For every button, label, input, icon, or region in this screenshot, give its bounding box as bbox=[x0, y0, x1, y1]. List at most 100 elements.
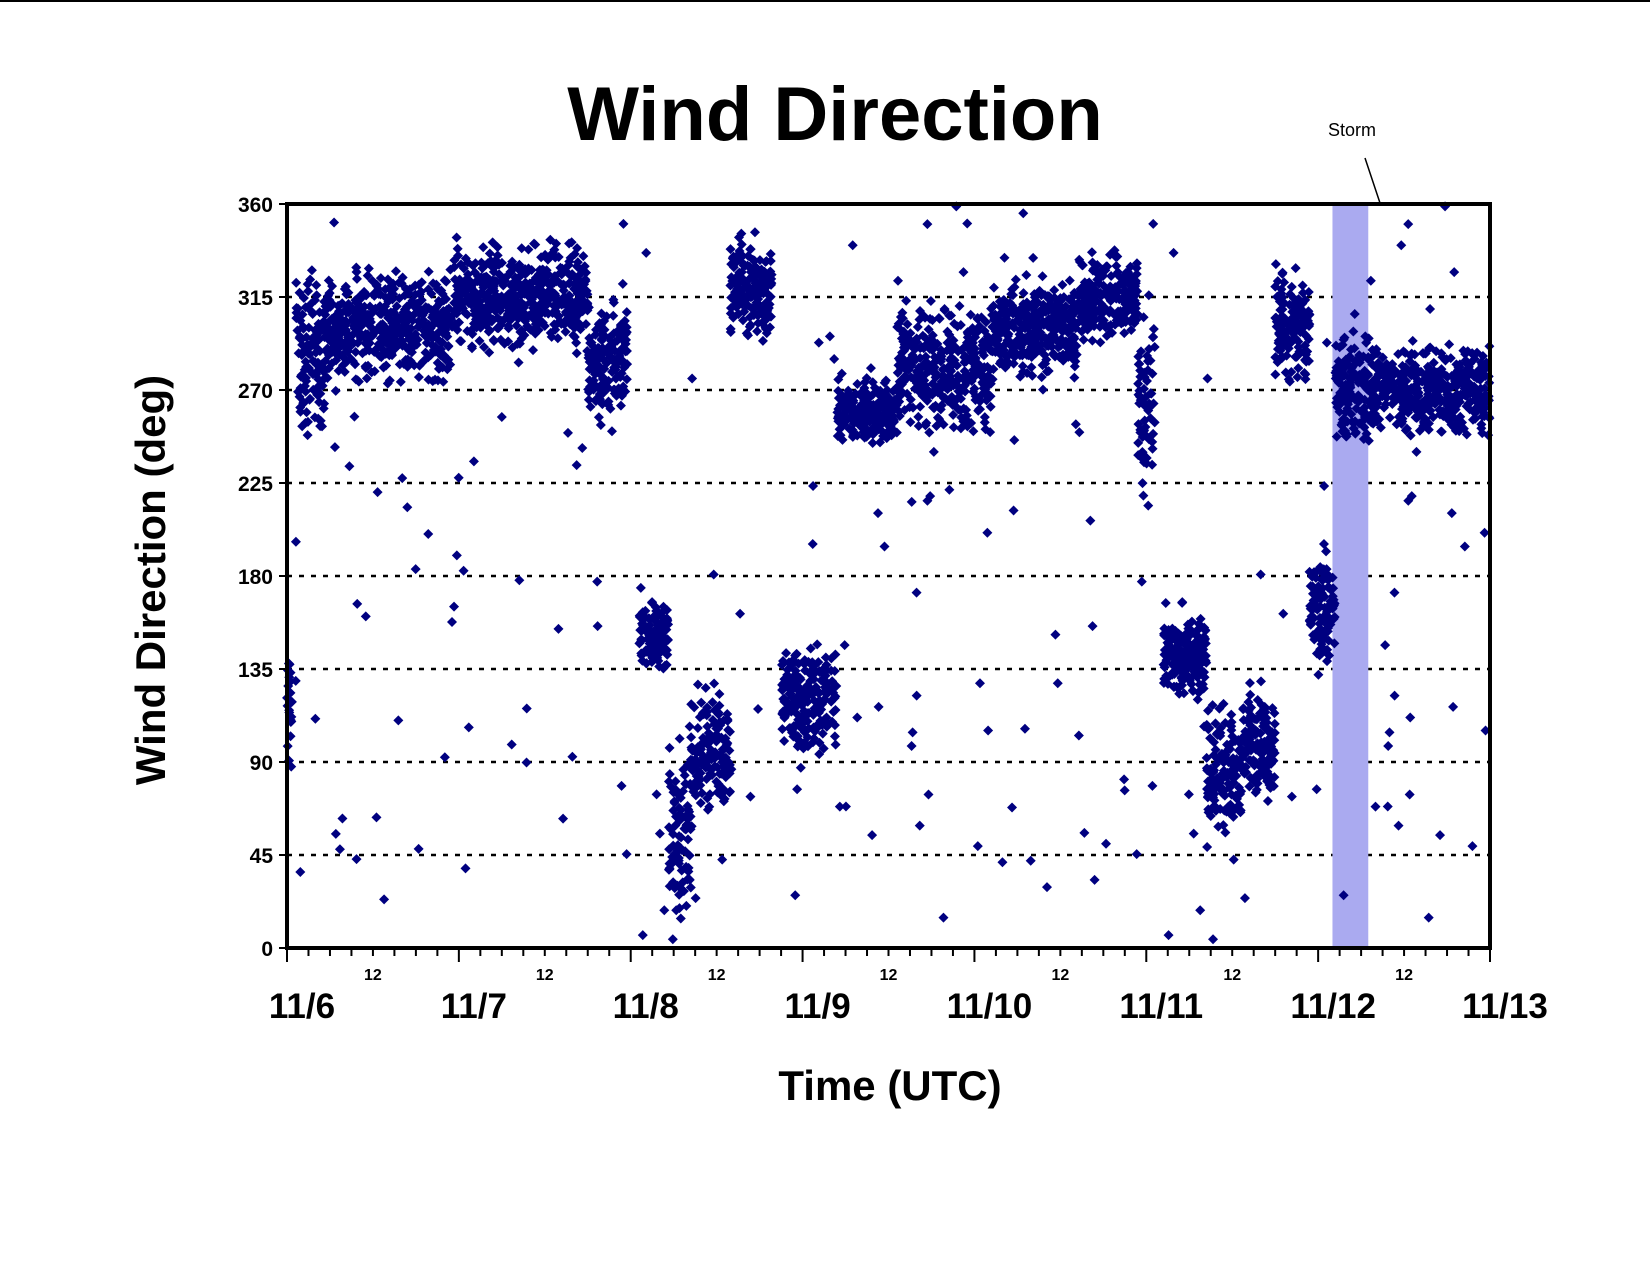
data-point bbox=[586, 337, 597, 348]
data-point bbox=[375, 273, 386, 284]
data-point bbox=[944, 329, 955, 340]
data-point bbox=[439, 752, 450, 763]
data-point bbox=[451, 232, 462, 243]
data-point bbox=[516, 333, 527, 344]
data-point bbox=[567, 751, 578, 762]
data-point bbox=[1026, 341, 1037, 352]
xtick-label-day: 11/12 bbox=[1290, 987, 1376, 1026]
data-point bbox=[592, 576, 603, 587]
data-point bbox=[608, 310, 619, 321]
data-point bbox=[914, 820, 925, 831]
data-point bbox=[413, 843, 424, 854]
data-point bbox=[435, 320, 446, 331]
data-point bbox=[513, 357, 524, 368]
data-point bbox=[1345, 372, 1356, 383]
data-point bbox=[290, 675, 301, 686]
data-point bbox=[1340, 407, 1351, 418]
data-point bbox=[1278, 299, 1289, 310]
data-point bbox=[509, 294, 520, 305]
data-point bbox=[911, 690, 922, 701]
data-point bbox=[479, 342, 490, 353]
data-point bbox=[1119, 785, 1130, 796]
data-point bbox=[300, 372, 311, 383]
data-point bbox=[352, 598, 363, 609]
storm-leader-line bbox=[1364, 157, 1381, 204]
data-point bbox=[591, 324, 602, 335]
data-point bbox=[598, 387, 609, 398]
data-point bbox=[778, 682, 789, 693]
data-point bbox=[1188, 686, 1199, 697]
data-point bbox=[550, 271, 561, 282]
data-point bbox=[621, 374, 632, 385]
data-point bbox=[662, 649, 673, 660]
data-point bbox=[985, 401, 996, 412]
data-point bbox=[1330, 340, 1341, 351]
data-point bbox=[935, 356, 946, 367]
data-point bbox=[1265, 772, 1276, 783]
data-point bbox=[592, 621, 603, 632]
data-point bbox=[735, 608, 746, 619]
data-point bbox=[884, 395, 895, 406]
data-point bbox=[337, 813, 348, 824]
data-point bbox=[873, 508, 884, 519]
data-point bbox=[979, 412, 990, 423]
data-point bbox=[1219, 785, 1230, 796]
data-point bbox=[666, 824, 677, 835]
data-point bbox=[761, 256, 772, 267]
data-point bbox=[391, 301, 402, 312]
data-point bbox=[500, 295, 511, 306]
data-point bbox=[1194, 679, 1205, 690]
data-point bbox=[467, 285, 478, 296]
xtick-label-12: 12 bbox=[364, 967, 382, 984]
data-point bbox=[1017, 350, 1028, 361]
data-point bbox=[325, 344, 336, 355]
data-point bbox=[1373, 357, 1384, 368]
data-point bbox=[1201, 752, 1212, 763]
data-points bbox=[282, 201, 1495, 945]
data-point bbox=[1318, 538, 1329, 549]
storm-band bbox=[1332, 204, 1369, 948]
data-point bbox=[410, 564, 421, 575]
data-point bbox=[297, 339, 308, 350]
data-point bbox=[1008, 358, 1019, 369]
data-point bbox=[330, 385, 341, 396]
data-point bbox=[1423, 384, 1434, 395]
data-point bbox=[460, 307, 471, 318]
data-point bbox=[899, 339, 910, 350]
data-point bbox=[1319, 644, 1330, 655]
data-point bbox=[741, 328, 752, 339]
data-point bbox=[1418, 420, 1429, 431]
data-point bbox=[1300, 340, 1311, 351]
data-point bbox=[474, 335, 485, 346]
data-point bbox=[306, 298, 317, 309]
data-point bbox=[1043, 366, 1054, 377]
data-point bbox=[388, 322, 399, 333]
data-point bbox=[707, 715, 718, 726]
data-point bbox=[999, 252, 1010, 263]
data-point bbox=[1269, 718, 1280, 729]
data-point bbox=[1007, 340, 1018, 351]
data-point bbox=[942, 384, 953, 395]
data-point bbox=[732, 273, 743, 284]
data-point bbox=[738, 289, 749, 300]
data-point bbox=[749, 307, 760, 318]
data-point bbox=[870, 415, 881, 426]
data-point bbox=[838, 394, 849, 405]
data-point bbox=[348, 320, 359, 331]
data-point bbox=[622, 359, 633, 370]
data-point bbox=[1367, 408, 1378, 419]
data-point bbox=[901, 364, 912, 375]
data-point bbox=[1031, 334, 1042, 345]
data-point bbox=[1271, 321, 1282, 332]
data-point bbox=[1200, 625, 1211, 636]
data-point bbox=[1365, 275, 1376, 286]
data-point bbox=[334, 844, 345, 855]
data-point bbox=[932, 412, 943, 423]
data-point bbox=[315, 421, 326, 432]
xtick-label-12: 12 bbox=[1051, 967, 1069, 984]
data-point bbox=[674, 733, 685, 744]
data-point bbox=[709, 761, 720, 772]
data-point bbox=[1087, 335, 1098, 346]
data-point bbox=[944, 484, 955, 495]
